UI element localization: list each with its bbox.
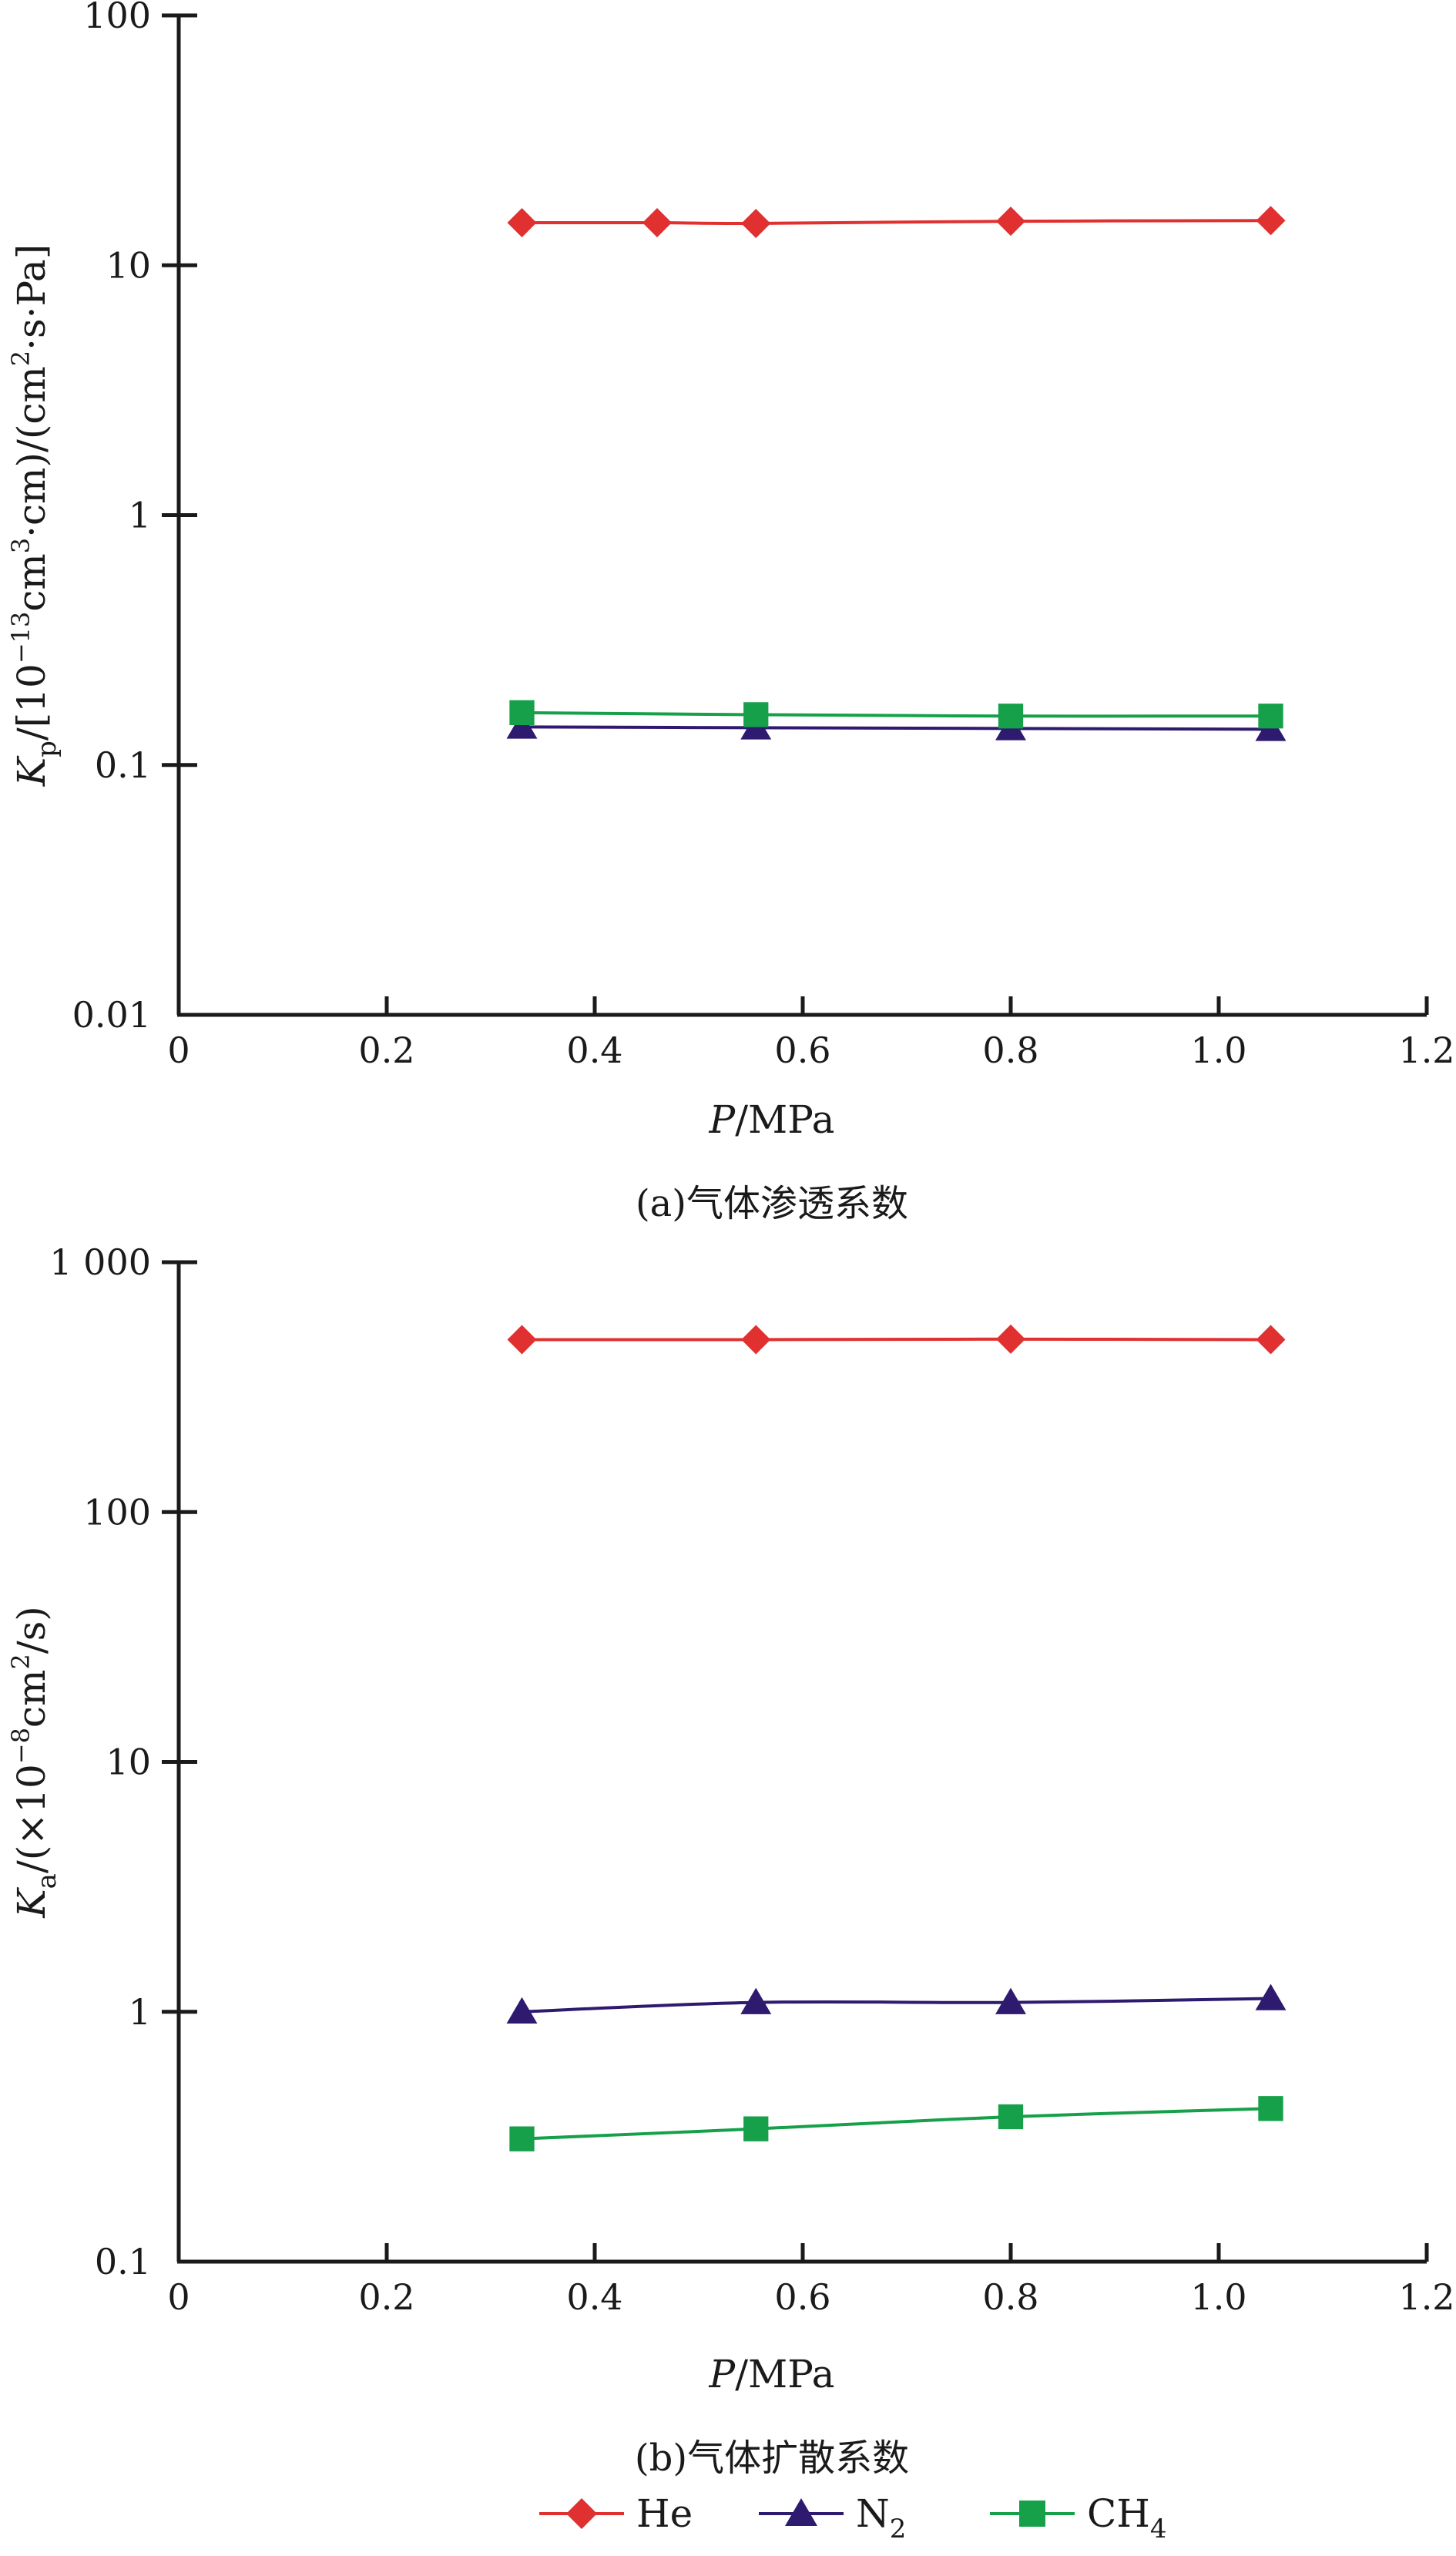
y-tick-label: 10: [106, 244, 151, 286]
panel-a: 0 0.2 0.4 0.6 0.8 1.0 1.2 0.01 0.1 1 10 100 Kp/[10−1…: [6, 0, 1455, 1225]
x-tick-label: 0.4: [566, 2276, 622, 2318]
data-point: [996, 1324, 1025, 1354]
data-point: [1258, 2096, 1283, 2121]
series-he: [507, 206, 1286, 238]
data-point: [998, 704, 1024, 729]
series-line: [522, 1337, 1271, 1342]
legend-item: CH4: [990, 2491, 1167, 2544]
legend-marker: [1019, 2501, 1045, 2527]
x-tick-label: 0.8: [982, 2276, 1038, 2318]
series-line: [522, 2107, 1271, 2141]
legend: He N2 CH4: [539, 2491, 1167, 2544]
data-point: [1256, 1325, 1286, 1355]
y-tick-label: 0.01: [72, 994, 151, 1036]
data-point: [507, 1325, 537, 1355]
data-point: [509, 2126, 535, 2151]
data-point: [507, 208, 537, 238]
data-point: [1256, 206, 1286, 236]
x-tick-label: 0.6: [774, 2276, 830, 2318]
x-tick-label: 0.8: [982, 1029, 1038, 1071]
x-tick-label: 1.2: [1398, 2276, 1454, 2318]
y-tick-label: 10: [106, 1742, 151, 1783]
x-tick-label: 0.4: [566, 1029, 622, 1071]
y-axis-label: Ka/(×10−8cm2/s): [6, 1606, 62, 1918]
data-point: [741, 1325, 771, 1355]
x-tick-label: 1.0: [1190, 2276, 1246, 2318]
x-tick-label: 0.2: [358, 2276, 414, 2318]
panel-caption: (b)气体扩散系数: [635, 2437, 909, 2480]
y-tick-label: 1: [129, 495, 151, 536]
series-n2: [506, 1983, 1287, 2024]
legend-label: N2: [856, 2491, 906, 2544]
data-point: [743, 2116, 769, 2141]
data-point: [998, 2104, 1024, 2130]
series-line: [522, 1997, 1271, 2014]
x-tick-label: 0.2: [358, 1029, 414, 1071]
legend-label: CH4: [1087, 2491, 1167, 2544]
data-point: [740, 1987, 772, 2014]
legend-item: N2: [759, 2491, 906, 2544]
x-axis-label: P/MPa: [709, 2352, 835, 2396]
legend-marker: [785, 2498, 817, 2526]
x-tick-label: 0: [167, 1029, 190, 1071]
y-tick-label: 100: [83, 0, 151, 36]
series-he: [507, 1324, 1286, 1355]
legend-marker: [566, 2498, 597, 2529]
y-tick-label: 100: [83, 1491, 151, 1533]
data-point: [741, 208, 771, 238]
y-tick-label: 0.1: [95, 2241, 151, 2282]
x-tick-label: 1.2: [1398, 1029, 1454, 1071]
data-point: [743, 702, 769, 727]
y-tick-label: 1 000: [49, 1241, 151, 1283]
legend-label: He: [636, 2491, 693, 2536]
data-point: [506, 1997, 538, 2024]
x-tick-label: 1.0: [1190, 1029, 1246, 1071]
y-tick-label: 0.1: [95, 744, 151, 786]
x-tick-label: 0.6: [774, 1029, 830, 1071]
data-point: [1255, 1983, 1287, 2010]
panel-b: 0 0.2 0.4 0.6 0.8 1.0 1.2 0.1 1 10 100 1 000 Ka/(×10…: [6, 1241, 1455, 2480]
data-point: [1258, 704, 1283, 729]
x-axis-label: P/MPa: [709, 1097, 835, 1142]
x-tick-label: 0: [167, 2276, 190, 2318]
legend-item: He: [539, 2491, 693, 2536]
series-line: [522, 710, 1271, 718]
data-point: [996, 207, 1025, 237]
series-ch4: [509, 2096, 1283, 2151]
series-line: [522, 725, 1271, 731]
data-point: [995, 1987, 1026, 2014]
y-axis-label: Kp/[10−13cm3·cm)/(cm2·s·Pa]: [6, 244, 62, 788]
panel-caption: (a)气体渗透系数: [636, 1182, 908, 1225]
data-point: [506, 712, 538, 739]
series-line: [522, 219, 1271, 226]
series-ch4: [509, 700, 1283, 729]
data-point: [642, 208, 672, 238]
y-tick-label: 1: [129, 1991, 151, 2033]
data-point: [509, 700, 535, 725]
